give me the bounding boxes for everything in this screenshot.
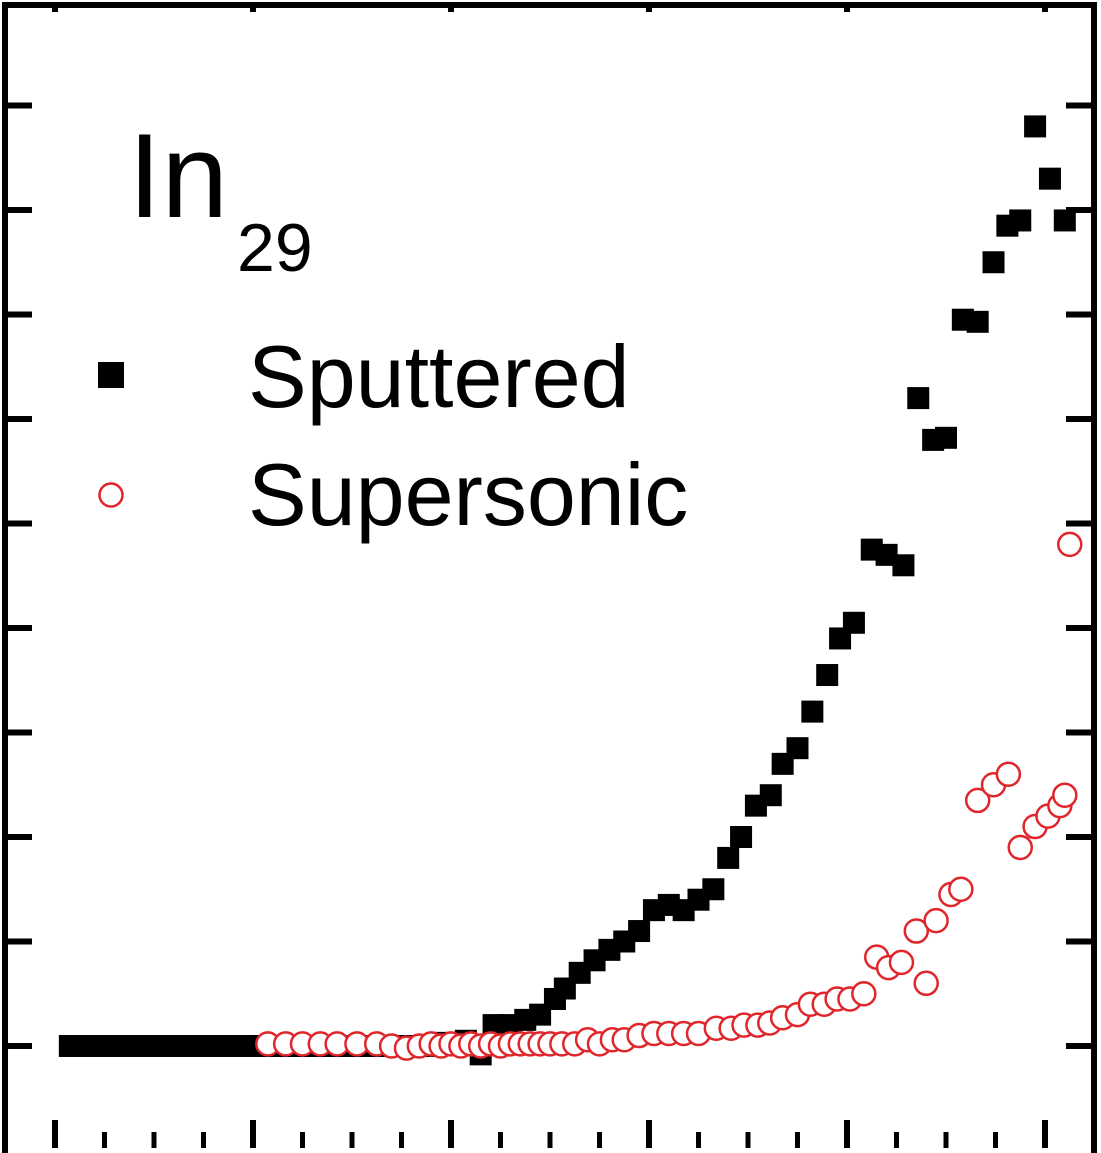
data-point-sputtered	[892, 554, 915, 577]
data-point-supersonic	[913, 970, 939, 997]
data-point-supersonic	[888, 949, 915, 976]
data-point-supersonic	[1007, 834, 1033, 861]
data-point-supersonic	[948, 876, 974, 902]
data-point-sputtered	[842, 611, 865, 634]
chart-title-subscript: 29	[237, 210, 313, 286]
data-point-sputtered	[966, 310, 989, 333]
data-point-sputtered	[935, 426, 957, 449]
data-point-supersonic	[1057, 531, 1083, 558]
data-point-supersonic	[903, 918, 930, 944]
data-point-supersonic	[964, 787, 991, 814]
legend-label-supersonic: Supersonic	[248, 445, 688, 544]
chart-title: In	[128, 109, 228, 243]
data-point-sputtered	[482, 1014, 505, 1037]
data-point-sputtered	[801, 700, 824, 723]
legend: Sputtered Supersonic	[98, 327, 688, 544]
data-point-sputtered	[702, 878, 725, 901]
data-point-supersonic	[995, 761, 1022, 788]
data-point-sputtered	[759, 784, 782, 807]
series-sputtered	[58, 115, 1076, 1066]
data-point-sputtered	[982, 251, 1005, 274]
data-point-sputtered	[1038, 167, 1061, 190]
legend-marker-sputtered	[98, 362, 124, 388]
data-point-supersonic	[923, 907, 949, 934]
data-point-supersonic	[851, 981, 877, 1007]
legend-label-sputtered: Sputtered	[248, 327, 630, 426]
data-point-sputtered	[730, 826, 753, 848]
data-point-sputtered	[907, 387, 930, 410]
data-point-sputtered	[786, 737, 809, 760]
data-point-sputtered	[1009, 209, 1032, 232]
legend-marker-supersonic	[98, 482, 124, 508]
data-point-sputtered	[628, 920, 651, 943]
data-point-sputtered	[875, 543, 898, 566]
data-point-sputtered	[1053, 209, 1076, 232]
series-supersonic	[255, 531, 1083, 1061]
data-point-supersonic	[1052, 782, 1078, 808]
chart-title-main: In	[128, 109, 228, 243]
data-point-sputtered	[816, 664, 839, 687]
data-point-sputtered	[717, 846, 740, 869]
axis-ticks	[5, 5, 1094, 1148]
data-point-sputtered	[1024, 115, 1047, 138]
